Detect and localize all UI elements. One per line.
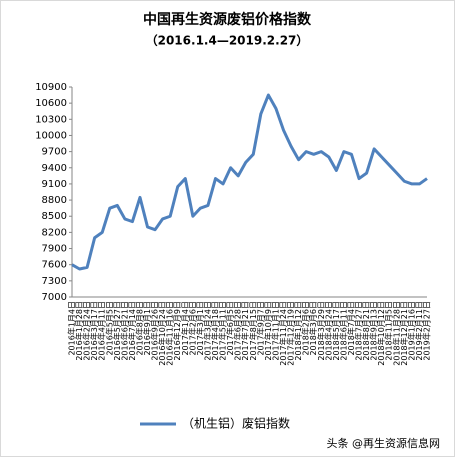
x-tick-label: 2017年11月1日: [270, 301, 280, 361]
y-tick-label: 7900: [42, 244, 67, 255]
x-tick-label: 2017年8月15日: [248, 301, 258, 361]
x-tick-label: 2016年7月14日: [127, 301, 137, 361]
y-tick-label: 8200: [42, 227, 67, 238]
x-tick-label: 2017年1月4日: [180, 301, 190, 356]
x-tick-label: 2016年11月16日: [165, 301, 175, 366]
x-tick-label: 2018年3月6日: [308, 301, 318, 356]
x-tick-label: 2016年1月4日: [67, 301, 77, 356]
x-tick-label: 2016年1月28日: [74, 301, 84, 361]
x-tick-label: 2018年9月13日: [369, 301, 379, 361]
x-tick-label: 2017年6月5日: [225, 301, 235, 356]
y-tick-label: 7300: [42, 276, 67, 287]
x-tick-label: 2019年1月16日: [406, 301, 416, 361]
x-tick-label: 2019年2月11日: [414, 301, 424, 361]
x-tick-label: 2018年7月4日: [346, 301, 356, 356]
x-tick-label: 2016年10月24日: [157, 301, 167, 366]
x-tick-label: 2016年12月9日: [172, 301, 182, 361]
x-tick-label: 2017年2月6日: [187, 301, 197, 356]
legend-label: （机生铝）废铝指数: [182, 416, 290, 431]
chart-title: 中国再生资源废铝价格指数: [143, 11, 312, 28]
y-tick-label: 10900: [35, 82, 67, 93]
x-tick-label: 2018年11月5日: [384, 301, 394, 361]
y-tick-label: 9400: [42, 163, 67, 174]
x-tick-label: 2018年11月28日: [391, 301, 401, 366]
y-tick-label: 10000: [35, 130, 67, 141]
watermark: 头条 @再生资源信息网: [327, 436, 441, 450]
x-tick-label: 2017年12月19日: [286, 301, 296, 366]
x-tick-label: 2017年3月24日: [202, 301, 212, 361]
x-tick-label: 2017年6月28日: [233, 301, 243, 361]
data-line: [71, 93, 428, 271]
x-tick-label: 2018年1月12日: [293, 301, 303, 361]
x-tick-label: 2017年5月11日: [218, 301, 228, 361]
x-tick-label: 2017年4月18日: [210, 301, 220, 361]
x-tick-label: 2018年4月24日: [323, 301, 333, 361]
x-tick-label: 2019年2月27日: [422, 301, 432, 361]
y-tick-label: 8500: [42, 211, 67, 222]
x-tick-label: 2018年10月12日: [376, 301, 386, 366]
x-tick-label: 2018年6月11日: [338, 301, 348, 361]
x-tick-label: 2016年5月27日: [112, 301, 122, 361]
x-tick-label: 2018年7月27日: [354, 301, 364, 361]
x-tick-label: 2018年8月21日: [361, 301, 371, 361]
x-tick-label: 2018年2月6日: [301, 301, 311, 356]
x-tick-label: 2017年3月1日: [195, 301, 205, 356]
x-tick-label: 2016年9月26日: [150, 301, 160, 361]
x-tick-label: 2017年7月21日: [240, 301, 250, 361]
x-tick-label: 2018年12月21日: [399, 301, 409, 366]
y-tick-label: 9100: [42, 179, 67, 190]
x-tick-label: 2016年3月17日: [89, 301, 99, 361]
x-tick-label: 2017年9月7日: [255, 301, 265, 356]
x-tick-label: 2016年5月5日: [104, 301, 114, 356]
x-tick-label: 2016年6月21日: [119, 301, 129, 361]
y-tick-label: 10300: [35, 114, 67, 125]
y-tick-label: 9700: [42, 147, 67, 158]
y-tick-label: 7600: [42, 260, 67, 271]
x-tick-label: 2016年8月8日: [134, 301, 144, 356]
x-tick-label: 2017年10月9日: [263, 301, 273, 361]
x-tick-label: 2016年9月1日: [142, 301, 152, 356]
x-tick-label: 2016年4月11日: [97, 301, 107, 361]
y-tick-label: 7000: [42, 292, 67, 303]
chart-subtitle: （2016.1.4—2019.2.27）: [146, 33, 309, 48]
x-tick-label: 2018年5月17日: [331, 301, 341, 361]
x-tick-label: 2017年11月24日: [278, 301, 288, 366]
x-tick-label: 2016年2月24日: [82, 301, 92, 361]
y-tick-label: 10600: [35, 98, 67, 109]
x-tick-label: 2018年3月29日: [316, 301, 326, 361]
y-tick-label: 8800: [42, 195, 67, 206]
